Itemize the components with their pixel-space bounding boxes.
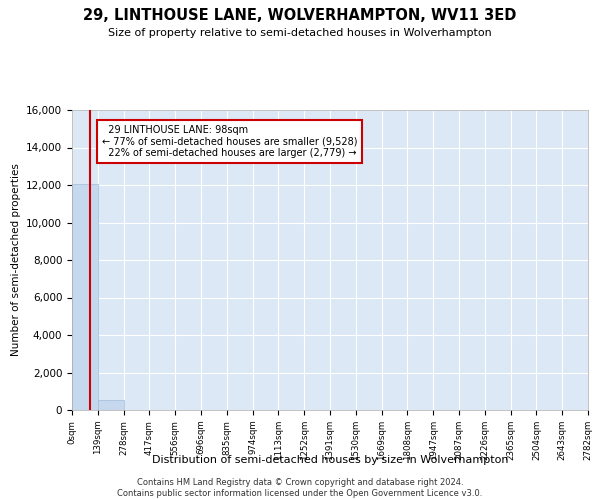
Text: 29 LINTHOUSE LANE: 98sqm
← 77% of semi-detached houses are smaller (9,528)
  22%: 29 LINTHOUSE LANE: 98sqm ← 77% of semi-d… xyxy=(101,125,357,158)
Y-axis label: Number of semi-detached properties: Number of semi-detached properties xyxy=(11,164,20,356)
Text: Size of property relative to semi-detached houses in Wolverhampton: Size of property relative to semi-detach… xyxy=(108,28,492,38)
Text: Contains HM Land Registry data © Crown copyright and database right 2024.
Contai: Contains HM Land Registry data © Crown c… xyxy=(118,478,482,498)
Bar xyxy=(72,184,98,410)
Text: 29, LINTHOUSE LANE, WOLVERHAMPTON, WV11 3ED: 29, LINTHOUSE LANE, WOLVERHAMPTON, WV11 … xyxy=(83,8,517,22)
Text: Distribution of semi-detached houses by size in Wolverhampton: Distribution of semi-detached houses by … xyxy=(152,455,508,465)
Bar xyxy=(98,400,124,410)
